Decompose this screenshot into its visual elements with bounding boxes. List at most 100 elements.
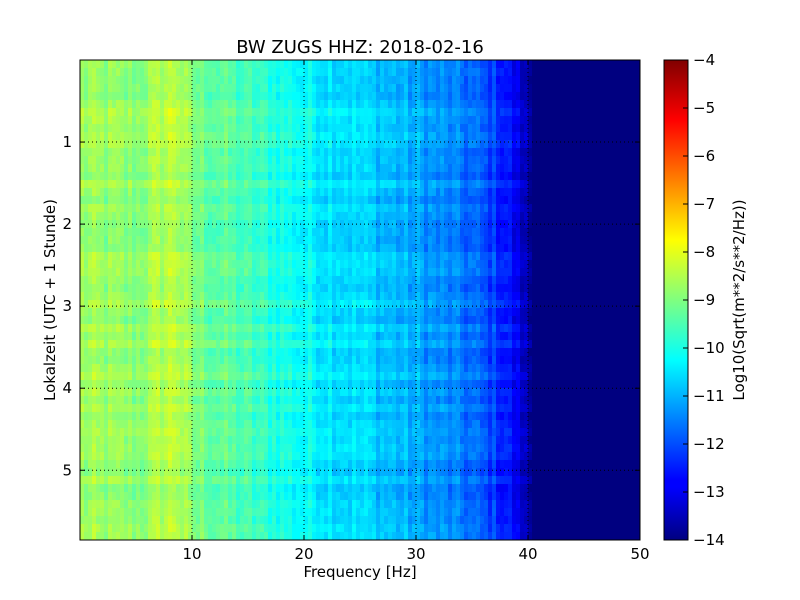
heatmap-cell: [384, 196, 389, 205]
heatmap-cell: [180, 356, 185, 365]
heatmap-cell: [372, 412, 377, 421]
heatmap-cell: [320, 228, 325, 237]
heatmap-cell: [224, 244, 229, 253]
heatmap-cell: [148, 316, 153, 325]
heatmap-cell: [192, 356, 197, 365]
heatmap-cell: [308, 268, 313, 277]
heatmap-cell: [124, 180, 129, 189]
heatmap-cell: [116, 116, 121, 125]
heatmap-cell: [132, 476, 137, 485]
heatmap-cell: [244, 148, 249, 157]
heatmap-cell: [356, 460, 361, 469]
heatmap-cell: [96, 460, 101, 469]
heatmap-cell: [276, 212, 281, 221]
heatmap-cell: [376, 356, 381, 365]
heatmap-cell: [300, 444, 305, 453]
heatmap-cell: [132, 388, 137, 397]
heatmap-cell: [408, 452, 413, 461]
heatmap-cell: [344, 508, 349, 517]
heatmap-cell: [120, 228, 125, 237]
heatmap-cell: [264, 292, 269, 301]
heatmap-cell: [100, 324, 105, 333]
heatmap-cell: [192, 500, 197, 509]
heatmap-cell: [236, 308, 241, 317]
heatmap-cell: [256, 508, 261, 517]
heatmap-cell: [320, 124, 325, 133]
heatmap-cell: [400, 460, 405, 469]
heatmap-cell: [200, 100, 205, 109]
heatmap-cell: [84, 468, 89, 477]
heatmap-cell: [80, 132, 85, 141]
heatmap-cell: [196, 156, 201, 165]
heatmap-cell: [176, 468, 181, 477]
heatmap-cell: [268, 276, 273, 285]
heatmap-cell: [196, 356, 201, 365]
heatmap-cell: [368, 476, 373, 485]
heatmap-cell: [408, 364, 413, 373]
heatmap-cell: [292, 500, 297, 509]
heatmap-cell: [148, 212, 153, 221]
heatmap-cell: [204, 404, 209, 413]
heatmap-cell: [388, 484, 393, 493]
heatmap-cell: [124, 188, 129, 197]
heatmap-cell: [388, 132, 393, 141]
heatmap-cell: [108, 476, 113, 485]
heatmap-cell: [268, 236, 273, 245]
heatmap-cell: [260, 356, 265, 365]
heatmap-cell: [88, 460, 93, 469]
heatmap-cell: [276, 164, 281, 173]
heatmap-cell: [328, 300, 333, 309]
heatmap-cell: [300, 148, 305, 157]
heatmap-cell: [196, 76, 201, 85]
heatmap-cell: [200, 76, 205, 85]
heatmap-cell: [412, 108, 417, 117]
heatmap-cell: [308, 412, 313, 421]
heatmap-cell: [160, 452, 165, 461]
heatmap-cell: [396, 244, 401, 253]
heatmap-cell: [276, 364, 281, 373]
heatmap-cell: [140, 492, 145, 501]
heatmap-cell: [164, 84, 169, 93]
heatmap-cell: [216, 204, 221, 213]
heatmap-cell: [364, 348, 369, 357]
heatmap-cell: [88, 308, 93, 317]
chart-title: BW ZUGS HHZ: 2018-02-16: [236, 37, 484, 58]
heatmap-cell: [96, 532, 101, 540]
heatmap-cell: [276, 84, 281, 93]
heatmap-cell: [332, 404, 337, 413]
heatmap-cell: [128, 196, 133, 205]
heatmap-cell: [256, 476, 261, 485]
heatmap-cell: [144, 332, 149, 341]
heatmap-cell: [360, 364, 365, 373]
heatmap-cell: [308, 484, 313, 493]
heatmap-cell: [328, 116, 333, 125]
heatmap-cell: [204, 524, 209, 533]
heatmap-cell: [284, 148, 289, 157]
heatmap-cell: [124, 220, 129, 229]
heatmap-cell: [216, 116, 221, 125]
heatmap-cell: [404, 140, 409, 149]
heatmap-cell: [376, 508, 381, 517]
heatmap-cell: [400, 116, 405, 125]
heatmap-cell: [196, 468, 201, 477]
heatmap-cell: [360, 148, 365, 157]
heatmap-cell: [164, 60, 169, 69]
heatmap-cell: [388, 108, 393, 117]
heatmap-cell: [296, 68, 301, 77]
heatmap-cell: [216, 292, 221, 301]
heatmap-cell: [116, 452, 121, 461]
heatmap-cell: [272, 388, 277, 397]
heatmap-cell: [140, 316, 145, 325]
heatmap-cell: [96, 308, 101, 317]
heatmap-cell: [196, 60, 201, 69]
heatmap-cell: [128, 300, 133, 309]
heatmap-cell: [308, 100, 313, 109]
heatmap-cell: [224, 92, 229, 101]
heatmap-cell: [404, 460, 409, 469]
heatmap-cell: [252, 228, 257, 237]
heatmap-cell: [152, 260, 157, 269]
heatmap-cell: [208, 484, 213, 493]
heatmap-cell: [292, 324, 297, 333]
heatmap-cell: [408, 468, 413, 477]
heatmap-cell: [236, 300, 241, 309]
